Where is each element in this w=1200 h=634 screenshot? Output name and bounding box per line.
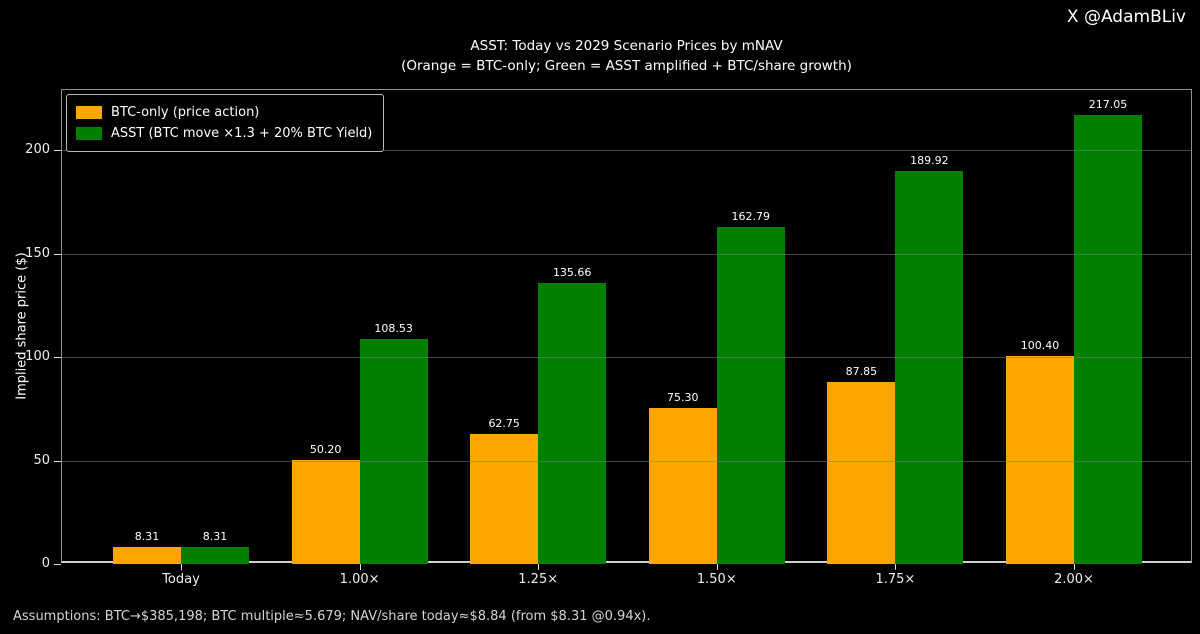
bar-orange: [113, 546, 181, 564]
bar-green: [1074, 114, 1142, 564]
bar-value-label: 108.53: [374, 322, 413, 336]
gridline-200: [62, 150, 1191, 152]
y-tick-label: 150: [25, 245, 50, 261]
bar-value-label: 189.92: [910, 153, 949, 167]
x-tick: [538, 564, 540, 570]
bar-value-label: 87.85: [845, 365, 878, 379]
legend-row: ASST (BTC move ×1.3 + 20% BTC Yield): [76, 123, 372, 144]
bar-green: [538, 283, 607, 564]
y-tick-label: 50: [33, 452, 50, 468]
bar-orange: [291, 460, 360, 564]
legend-label: BTC-only (price action): [111, 105, 260, 120]
y-tick: [54, 564, 61, 565]
plot-area: 8.31 50.20 62.75 75.30 87.85 100.40 8.31 108.53…: [25, 89, 1192, 587]
bar-value-label: 8.31: [202, 529, 228, 543]
legend-row: BTC-only (price action): [76, 102, 372, 123]
bar-orange: [1006, 356, 1074, 564]
y-tick: [54, 150, 61, 152]
bar-value-label: 162.79: [731, 210, 771, 224]
x-tick: [1074, 564, 1075, 570]
legend: BTC-only (price action) ASST (BTC move ×1…: [66, 94, 385, 152]
chart-title: ASST: Today vs 2029 Scenario Prices by m…: [470, 38, 783, 54]
title-block: ASST: Today vs 2029 Scenario Prices by m…: [61, 36, 1192, 76]
y-tick: [54, 357, 61, 358]
y-tick: [54, 460, 61, 462]
bar-value-label: 50.20: [309, 443, 342, 457]
legend-swatch-green: [76, 127, 102, 140]
x-tick-label: 1.25×: [518, 572, 559, 587]
footer-assumptions: Assumptions: BTC→$385,198; BTC multiple≈…: [13, 609, 651, 624]
bar-orange: [827, 382, 896, 564]
x-tick-label: 1.75×: [875, 572, 916, 587]
bar-value-label: 75.30: [667, 391, 699, 405]
y-axis-label: Implied share price ($): [14, 252, 30, 400]
bar-green: [359, 339, 428, 564]
bar-green: [716, 227, 785, 564]
legend-label: ASST (BTC move ×1.3 + 20% BTC Yield): [111, 126, 373, 141]
gridline-100: [62, 357, 1191, 358]
bar-value-label: 8.31: [134, 529, 160, 543]
bar-value-label: 135.66: [552, 266, 592, 280]
x-tick-label: 1.50×: [696, 572, 737, 587]
bar-orange: [648, 408, 717, 564]
gridline-50: [62, 460, 1191, 462]
attribution: X @AdamBLiv: [1066, 7, 1186, 27]
y-tick-label: 100: [25, 349, 50, 364]
y-tick: [54, 253, 61, 255]
x-tick: [359, 564, 361, 570]
bar-green: [895, 170, 964, 564]
x-tick: [716, 564, 718, 570]
y-tick-label: 200: [25, 142, 50, 158]
bar-orange: [470, 434, 539, 564]
x-tick-label: 1.00×: [339, 572, 380, 587]
x-tick: [895, 564, 897, 570]
x-tick-label: 2.00×: [1054, 572, 1094, 587]
x-tick: [181, 564, 182, 570]
bar-value-label: 100.40: [1020, 339, 1060, 353]
bar-value-label: 217.05: [1088, 97, 1128, 111]
bar-value-label: 62.75: [488, 417, 520, 431]
gridline-150: [62, 253, 1191, 255]
chart-subtitle: (Orange = BTC-only; Green = ASST amplifi…: [401, 58, 852, 74]
x-tick-label: Today: [162, 572, 200, 587]
legend-swatch-orange: [76, 106, 102, 119]
bar-green: [181, 546, 249, 564]
y-tick-label: 0: [41, 556, 50, 571]
